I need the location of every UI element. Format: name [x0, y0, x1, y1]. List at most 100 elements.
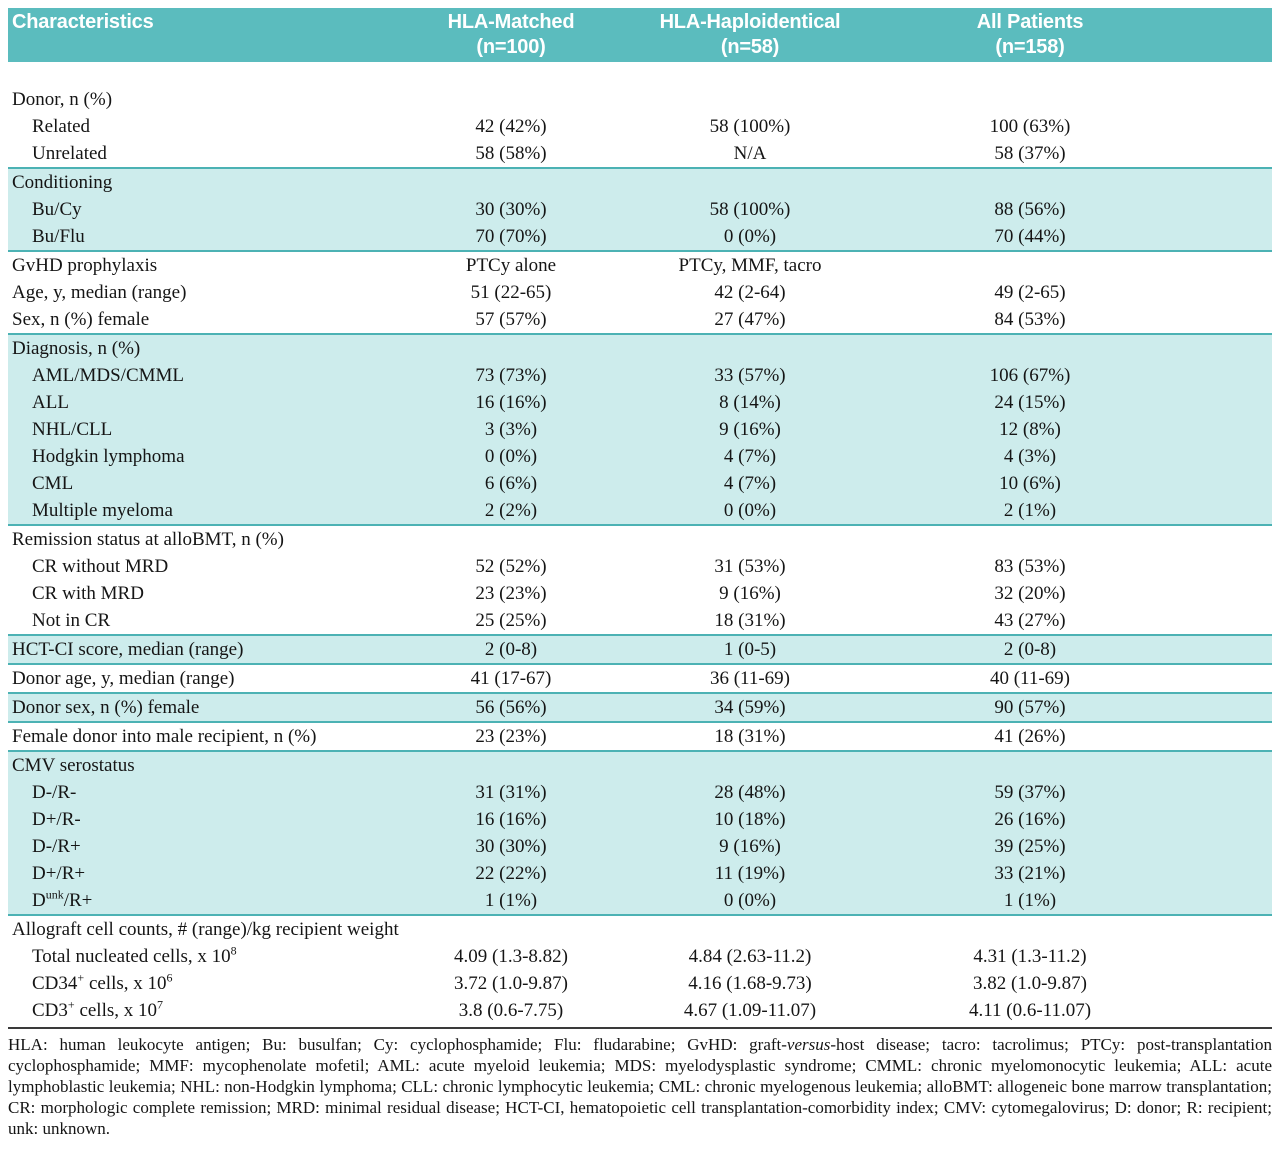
table-row: GvHD prophylaxis PTCy alone PTCy, MMF, tac… — [8, 252, 1272, 279]
row-value: 41 (17-67) — [470, 667, 552, 689]
row-value: 70 (70%) — [475, 225, 547, 247]
row-value: 9 (16%) — [719, 418, 781, 440]
header-label: HLA-Haploidentical — [659, 11, 841, 33]
row-value: 4 (3%) — [1003, 445, 1057, 467]
header-body-gap — [8, 62, 1272, 86]
row-value: 0 (0%) — [723, 889, 777, 911]
row-value: 16 (16%) — [475, 808, 547, 830]
header-characteristics: Characteristics — [8, 8, 400, 62]
table-row: CD3+ cells, x 107 3.8 (0.6-7.75) 4.67 (1.0… — [8, 997, 1272, 1024]
row-label: Female donor into male recipient, n (%) — [12, 725, 317, 747]
row-label: CML — [32, 472, 74, 494]
table-row: Remission status at alloBMT, n (%) — [8, 526, 1272, 553]
row-value: 2 (1%) — [1003, 499, 1057, 521]
row-value: 43 (27%) — [994, 609, 1066, 631]
row-label: Remission status at alloBMT, n (%) — [12, 528, 284, 550]
header-label: Characteristics — [12, 11, 154, 33]
row-value: 10 (18%) — [714, 808, 786, 830]
row-value: 58 (37%) — [994, 142, 1066, 164]
row-value: 31 (31%) — [475, 781, 547, 803]
row-value: 49 (2-65) — [994, 281, 1066, 303]
row-value: 3 (3%) — [484, 418, 538, 440]
row-label: Related — [32, 115, 91, 137]
row-value: 25 (25%) — [475, 609, 547, 631]
row-value: 4.67 (1.09-11.07) — [683, 999, 817, 1021]
row-label: Sex, n (%) female — [12, 308, 150, 330]
row-label: Dunk/R+ — [32, 887, 93, 911]
table-row: Donor age, y, median (range) 41 (17-67) 36… — [8, 665, 1272, 692]
table-row: Not in CR 25 (25%) 18 (31%) 43 (27%) — [8, 607, 1272, 634]
row-value: N/A — [733, 142, 767, 164]
table-row: CML 6 (6%) 4 (7%) 10 (6%) — [8, 470, 1272, 497]
row-label: D+/R- — [32, 808, 81, 830]
table-row: Conditioning — [8, 169, 1272, 196]
row-value: 42 (2-64) — [714, 281, 786, 303]
row-value: 3.72 (1.0-9.87) — [454, 972, 568, 994]
row-label: Allograft cell counts, # (range)/kg reci… — [12, 918, 399, 940]
row-label: CMV serostatus — [12, 754, 135, 776]
table-row: Diagnosis, n (%) — [8, 335, 1272, 362]
row-value: 4 (7%) — [723, 472, 777, 494]
row-label: Donor sex, n (%) female — [12, 696, 200, 718]
table-section: Allograft cell counts, # (range)/kg reci… — [8, 916, 1272, 1024]
row-value: 52 (52%) — [475, 555, 547, 577]
row-value: 4.31 (1.3-11.2) — [973, 945, 1087, 967]
row-value: 1 (1%) — [484, 889, 538, 911]
row-value: 10 (6%) — [999, 472, 1061, 494]
row-value: 3.82 (1.0-9.87) — [973, 972, 1087, 994]
table-section: CMV serostatus D-/R- 31 (31%) 28 (48%) 59 (3… — [8, 750, 1272, 916]
row-label: CD3+ cells, x 107 — [32, 997, 164, 1021]
table-row: Total nucleated cells, x 108 4.09 (1.3-8.… — [8, 943, 1272, 970]
row-label: CD34+ cells, x 106 — [32, 970, 173, 994]
row-value: 27 (47%) — [714, 308, 786, 330]
row-value: 58 (58%) — [475, 142, 547, 164]
table-row: Sex, n (%) female 57 (57%) 27 (47%) 84 (53%… — [8, 306, 1272, 333]
row-label: Not in CR — [32, 609, 111, 631]
row-value: 23 (23%) — [475, 725, 547, 747]
table-row: ALL 16 (16%) 8 (14%) 24 (15%) — [8, 389, 1272, 416]
row-value: 28 (48%) — [714, 781, 786, 803]
table-section: Donor age, y, median (range) 41 (17-67) 36… — [8, 665, 1272, 692]
table-row: CR without MRD 52 (52%) 31 (53%) 83 (53%) — [8, 553, 1272, 580]
row-value: 57 (57%) — [475, 308, 547, 330]
row-value: 2 (0-8) — [1003, 638, 1057, 660]
header-n-count: (n=58) — [720, 36, 780, 58]
row-label: Unrelated — [32, 142, 107, 164]
table-section: Donor, n (%) Related 42 (42%) 58 (100%) 100 … — [8, 86, 1272, 167]
row-label: NHL/CLL — [32, 418, 113, 440]
table-row: Bu/Cy 30 (30%) 58 (100%) 88 (56%) — [8, 196, 1272, 223]
row-value: 73 (73%) — [475, 364, 547, 386]
table-row: HCT-CI score, median (range) 2 (0-8) 1 (0-… — [8, 636, 1272, 663]
row-value: 51 (22-65) — [470, 281, 552, 303]
row-value: 42 (42%) — [475, 115, 547, 137]
table-row: Multiple myeloma 2 (2%) 0 (0%) 2 (1%) — [8, 497, 1272, 524]
row-label: D+/R+ — [32, 862, 86, 884]
table-row: NHL/CLL 3 (3%) 9 (16%) 12 (8%) — [8, 416, 1272, 443]
table-row: Donor, n (%) — [8, 86, 1272, 113]
table-row: D-/R+ 30 (30%) 9 (16%) 39 (25%) — [8, 833, 1272, 860]
table-row: Donor sex, n (%) female 56 (56%) 34 (59%) 9… — [8, 694, 1272, 721]
row-label: Donor age, y, median (range) — [12, 667, 235, 689]
table-row: CR with MRD 23 (23%) 9 (16%) 32 (20%) — [8, 580, 1272, 607]
table-row: AML/MDS/CMML 73 (73%) 33 (57%) 106 (67%) — [8, 362, 1272, 389]
header-all-patients: All Patients (n=158) — [878, 8, 1272, 62]
row-value: 2 (2%) — [484, 499, 538, 521]
table-row: Allograft cell counts, # (range)/kg reci… — [8, 916, 1272, 943]
row-value: 4 (7%) — [723, 445, 777, 467]
row-value: 88 (56%) — [994, 198, 1066, 220]
row-label: GvHD prophylaxis — [12, 254, 158, 276]
row-label: D-/R- — [32, 781, 77, 803]
table-section: GvHD prophylaxis PTCy alone PTCy, MMF, tac… — [8, 252, 1272, 333]
row-value: 41 (26%) — [994, 725, 1066, 747]
row-value: 23 (23%) — [475, 582, 547, 604]
table-row: Female donor into male recipient, n (%) 2… — [8, 723, 1272, 750]
table-section: HCT-CI score, median (range) 2 (0-8) 1 (0-… — [8, 634, 1272, 665]
row-value: 30 (30%) — [475, 835, 547, 857]
row-value: 34 (59%) — [714, 696, 786, 718]
row-label: Donor, n (%) — [12, 88, 113, 110]
header-hla-matched: HLA-Matched (n=100) — [400, 8, 622, 62]
row-value: 12 (8%) — [999, 418, 1061, 440]
table-row: D+/R+ 22 (22%) 11 (19%) 33 (21%) — [8, 860, 1272, 887]
row-value: 106 (67%) — [989, 364, 1071, 386]
row-value: 22 (22%) — [475, 862, 547, 884]
